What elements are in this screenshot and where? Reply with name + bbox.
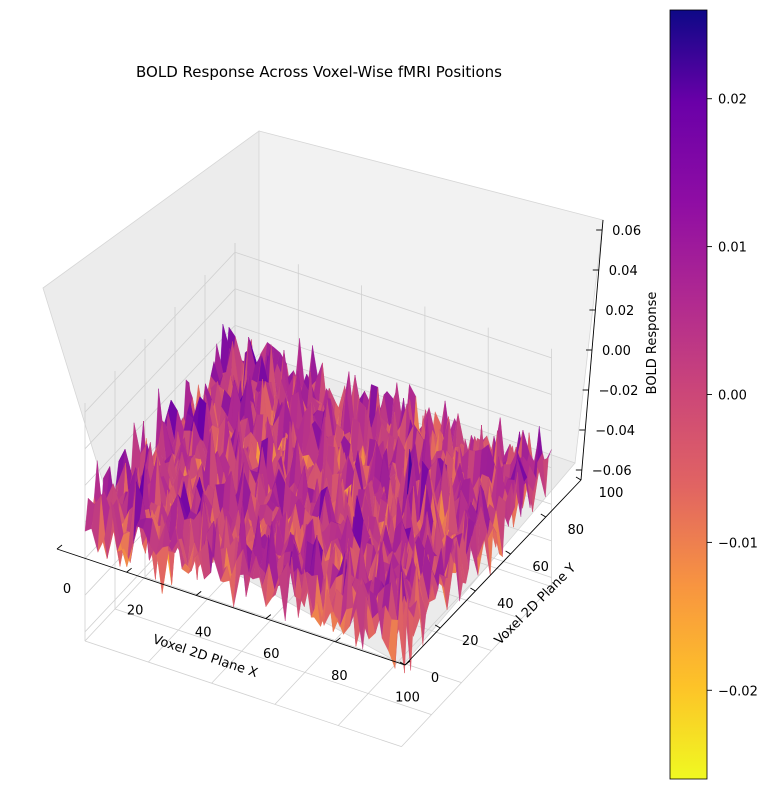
z-axis-label: BOLD Response [645, 292, 660, 395]
y-tick-mark [434, 624, 441, 629]
x-tick-label: 0 [63, 582, 71, 597]
x-axis-ticks: 0 20 40 60 80 100 [56, 544, 420, 706]
y-tick-label: 60 [532, 560, 549, 575]
grid-line [84, 640, 402, 748]
grid-line [337, 565, 489, 726]
x-tick-mark [126, 567, 132, 573]
x-tick-mark [56, 544, 63, 550]
grid-line [84, 288, 236, 450]
colorbar-tick-label: −0.02 [718, 684, 758, 699]
bold-surface [84, 323, 552, 674]
y-tick-label: 0 [431, 671, 439, 686]
y-tick-label: 100 [599, 486, 624, 501]
y-tick-label: 40 [497, 597, 514, 612]
surface-face [394, 571, 405, 674]
colorbar: −0.02 −0.01 0.00 0.01 0.02 [669, 9, 758, 780]
y-tick-mark [470, 587, 476, 592]
z-tick-label: 0.06 [612, 224, 641, 239]
y-tick-mark [399, 661, 406, 666]
x-axis-line [56, 548, 406, 666]
x-tick-label: 60 [263, 647, 280, 662]
y-tick-label: 20 [462, 634, 479, 649]
y-tick-label: 80 [568, 523, 585, 538]
z-tick-label: −0.06 [592, 464, 632, 479]
x-tick-mark [265, 614, 272, 619]
x-tick-mark [404, 660, 411, 666]
z-tick-label: −0.02 [599, 384, 639, 399]
y-tick-mark [575, 476, 582, 481]
x-tick-label: 80 [331, 669, 348, 684]
colorbar-tick-label: 0.00 [718, 389, 747, 404]
z-axis-ticks: −0.06 −0.04 −0.02 0.00 0.02 0.04 0.06 [575, 224, 641, 479]
colorbar-tick-label: 0.02 [718, 93, 747, 108]
x-tick-label: 100 [395, 691, 420, 706]
colorbar-tick-label: 0.01 [718, 241, 747, 256]
z-tick-label: 0.00 [602, 344, 631, 359]
z-tick-label: 0.02 [605, 304, 634, 319]
chart-title: BOLD Response Across Voxel-Wise fMRI Pos… [136, 63, 502, 81]
colorbar-ticks: −0.02 −0.01 0.00 0.01 0.02 [707, 93, 758, 699]
grid-line [114, 608, 432, 716]
x-tick-label: 20 [127, 604, 144, 619]
z-tick-label: −0.04 [595, 424, 635, 439]
grid-line [84, 251, 236, 413]
grid-line [234, 288, 552, 395]
y-tick-mark [505, 550, 511, 555]
y-axis-line [404, 479, 582, 666]
x-tick-mark [195, 591, 202, 596]
grid-line [234, 325, 552, 432]
y-tick-mark [540, 513, 547, 518]
x-tick-label: 40 [195, 625, 212, 640]
colorbar-tick-label: −0.01 [718, 536, 758, 551]
x-tick-mark [335, 637, 341, 643]
colorbar-gradient [669, 9, 708, 780]
grid-line [234, 251, 552, 359]
y-axis-ticks: 0 20 40 60 80 100 [399, 476, 624, 686]
grid-line [401, 586, 552, 747]
z-tick-label: 0.04 [609, 264, 638, 279]
